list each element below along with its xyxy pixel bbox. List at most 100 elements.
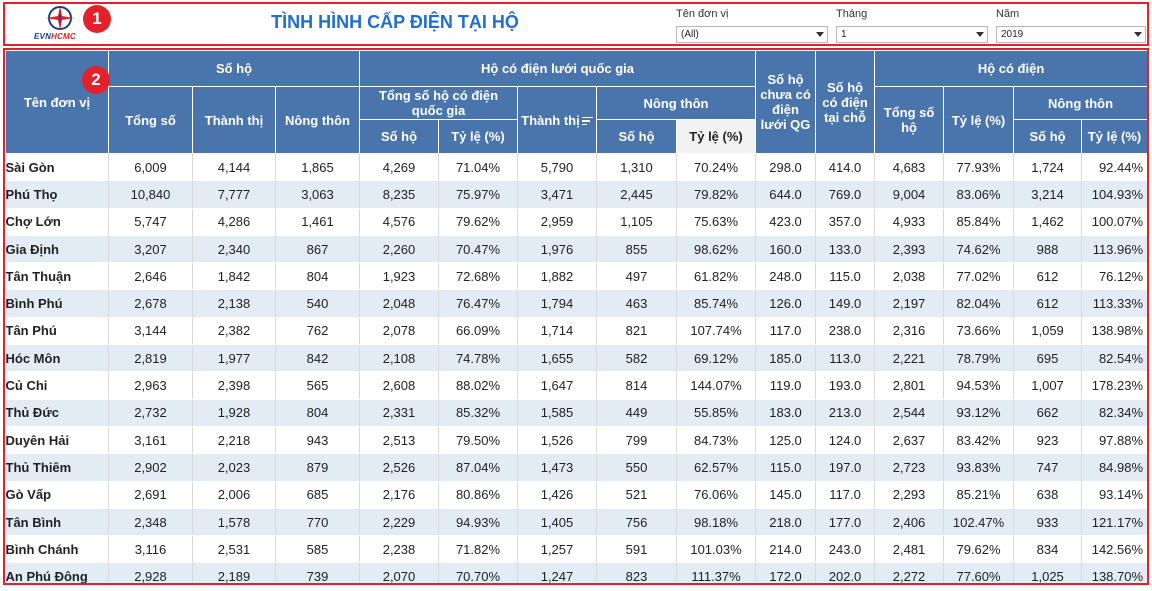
table-cell: 2,382 — [192, 317, 276, 346]
table-cell: 82.34% — [1081, 399, 1147, 427]
table-cell: 1,977 — [192, 344, 276, 373]
col-ty-le-b[interactable]: Tỷ lệ (%) — [943, 86, 1015, 154]
table-cell: 70.47% — [438, 235, 518, 264]
data-table-container[interactable]: Tên đơn vị Số hộ Hộ có điện lưới quốc gi… — [5, 50, 1147, 583]
table-cell: 799 — [596, 426, 677, 455]
table-cell: 2,078 — [359, 317, 439, 346]
row-unit-name: Tân Phú — [5, 317, 109, 346]
table-cell: 115.0 — [815, 262, 876, 291]
table-cell: 107.74% — [676, 317, 757, 346]
table-cell: 111.37% — [676, 562, 757, 583]
table-cell: 119.0 — [755, 371, 817, 400]
table-cell: 5,747 — [108, 208, 193, 236]
table-row[interactable]: Duyên Hải 3,161 2,218 943 2,513 79.50% 1,526 79… — [5, 426, 1147, 455]
table-row[interactable]: Tân Phú 3,144 2,382 762 2,078 66.09% 1,714 821 1… — [5, 317, 1147, 346]
table-cell: 7,777 — [192, 180, 276, 209]
filter-year-select[interactable]: 2019 — [996, 26, 1146, 43]
table-cell: 73.66% — [943, 317, 1015, 346]
filter-month-label: Tháng — [836, 8, 868, 20]
table-cell: 94.53% — [943, 371, 1015, 400]
table-cell: 2,398 — [192, 371, 276, 400]
table-cell: 2,637 — [874, 426, 945, 455]
table-row[interactable]: Tân Thuận 2,646 1,842 804 1,923 72.68% 1,882 49… — [5, 262, 1147, 291]
table-row[interactable]: Gia Định 3,207 2,340 867 2,260 70.47% 1,976 855… — [5, 235, 1147, 264]
table-cell: 988 — [1013, 235, 1083, 264]
table-cell: 88.02% — [438, 371, 518, 400]
filter-year: Năm 2019 — [996, 8, 1146, 43]
table-cell: 2,608 — [359, 371, 439, 400]
col-tong-so-ho[interactable]: Tổng số hộ — [874, 86, 945, 154]
table-row[interactable]: Củ Chi 2,963 2,398 565 2,608 88.02% 1,647 814 14… — [5, 371, 1147, 400]
col-so-ho-tai-cho[interactable]: Số hộ có điện tại chỗ — [815, 50, 876, 154]
table-cell: 3,063 — [275, 180, 360, 209]
table-row[interactable]: Sài Gòn 6,009 4,144 1,865 4,269 71.04% 5,790 1,… — [5, 153, 1147, 182]
table-cell: 2,218 — [192, 426, 276, 455]
table-cell: 497 — [596, 262, 677, 291]
table-row[interactable]: Gò Vấp 2,691 2,006 685 2,176 80.86% 1,426 521 76… — [5, 481, 1147, 509]
col-so-ho-chua-co-dien[interactable]: Số hộ chưa có điện lưới QG — [755, 50, 817, 154]
col-ty-le[interactable]: Tỷ lệ (%) — [438, 119, 518, 154]
table-cell: 138.98% — [1081, 317, 1147, 346]
table-cell: 933 — [1013, 508, 1083, 537]
table-row[interactable]: Hóc Môn 2,819 1,977 842 2,108 74.78% 1,655 582 6… — [5, 344, 1147, 373]
table-cell: 79.62% — [943, 535, 1015, 564]
table-cell: 756 — [596, 508, 677, 537]
table-row[interactable]: Bình Chánh 3,116 2,531 585 2,238 71.82% 1,257 5… — [5, 535, 1147, 564]
row-unit-name: Thủ Thiêm — [5, 453, 109, 482]
table-cell: 79.50% — [438, 426, 518, 455]
power-supply-table: Tên đơn vị Số hộ Hộ có điện lưới quốc gi… — [5, 50, 1147, 583]
table-cell: 2,197 — [874, 289, 945, 318]
col-thanh-thi-sub[interactable]: Thành thị — [517, 86, 597, 154]
table-cell: 62.57% — [676, 453, 757, 482]
row-unit-name: Sài Gòn — [5, 153, 109, 182]
table-cell: 1,426 — [517, 481, 597, 509]
filter-unit-select[interactable]: (All) — [676, 26, 828, 43]
table-cell: 1,405 — [517, 508, 597, 537]
table-cell: 238.0 — [815, 317, 876, 346]
table-cell: 144.07% — [676, 371, 757, 400]
table-cell: 113.33% — [1081, 289, 1147, 318]
table-cell: 463 — [596, 289, 677, 318]
filter-month-select[interactable]: 1 — [836, 26, 988, 43]
table-row[interactable]: Phú Thọ 10,840 7,777 3,063 8,235 75.97% 3,471 2… — [5, 180, 1147, 209]
table-cell: 10,840 — [108, 180, 193, 209]
col-so-ho-sub[interactable]: Số hộ — [359, 119, 439, 154]
table-cell: 638 — [1013, 481, 1083, 509]
table-cell: 804 — [275, 399, 360, 427]
table-cell: 8,235 — [359, 180, 439, 209]
sort-icon[interactable] — [581, 116, 593, 126]
table-cell: 814 — [596, 371, 677, 400]
col-tong-so[interactable]: Tổng số — [108, 86, 193, 154]
table-cell: 79.82% — [676, 180, 757, 209]
table-cell: 93.12% — [943, 399, 1015, 427]
table-cell: 834 — [1013, 535, 1083, 564]
table-row[interactable]: Tân Bình 2,348 1,578 770 2,229 94.93% 1,405 756… — [5, 508, 1147, 537]
table-cell: 2,678 — [108, 289, 193, 318]
table-cell: 804 — [275, 262, 360, 291]
table-cell: 1,923 — [359, 262, 439, 291]
table-cell: 2,260 — [359, 235, 439, 264]
col-thanh-thi[interactable]: Thành thị — [192, 86, 276, 154]
col-group-nong-thon-sub: Nông thôn — [595, 86, 757, 120]
col-nong-thon[interactable]: Nông thôn — [275, 86, 360, 154]
table-row[interactable]: Thủ Thiêm 2,902 2,023 879 2,526 87.04% 1,473 55… — [5, 453, 1147, 482]
chevron-down-icon — [1134, 32, 1142, 37]
table-row[interactable]: Thủ Đức 2,732 1,928 804 2,331 85.32% 1,585 449 5… — [5, 399, 1147, 427]
table-cell: 185.0 — [755, 344, 817, 373]
col-so-ho-nong-thon[interactable]: Số hộ — [596, 119, 677, 154]
table-cell: 121.17% — [1081, 508, 1147, 537]
chevron-down-icon — [976, 32, 984, 37]
table-cell: 585 — [275, 535, 360, 564]
row-unit-name: Củ Chi — [5, 371, 109, 400]
table-cell: 101.03% — [676, 535, 757, 564]
table-cell: 83.42% — [943, 426, 1015, 455]
col-ty-le-nong-thon[interactable]: Tỷ lệ (%) — [675, 119, 757, 154]
table-row[interactable]: An Phú Đông 2,928 2,189 739 2,070 70.70% 1,247… — [5, 562, 1147, 583]
table-cell: 1,007 — [1013, 371, 1083, 400]
col-so-ho-b[interactable]: Số hộ — [1013, 119, 1083, 154]
table-row[interactable]: Chợ Lớn 5,747 4,286 1,461 4,576 79.62% 2,959 1,… — [5, 208, 1147, 236]
table-cell: 762 — [275, 317, 360, 346]
table-row[interactable]: Bình Phú 2,678 2,138 540 2,048 76.47% 1,794 463… — [5, 289, 1147, 318]
table-cell: 2,108 — [359, 344, 439, 373]
col-ty-le-c[interactable]: Tỷ lệ (%) — [1081, 119, 1147, 154]
